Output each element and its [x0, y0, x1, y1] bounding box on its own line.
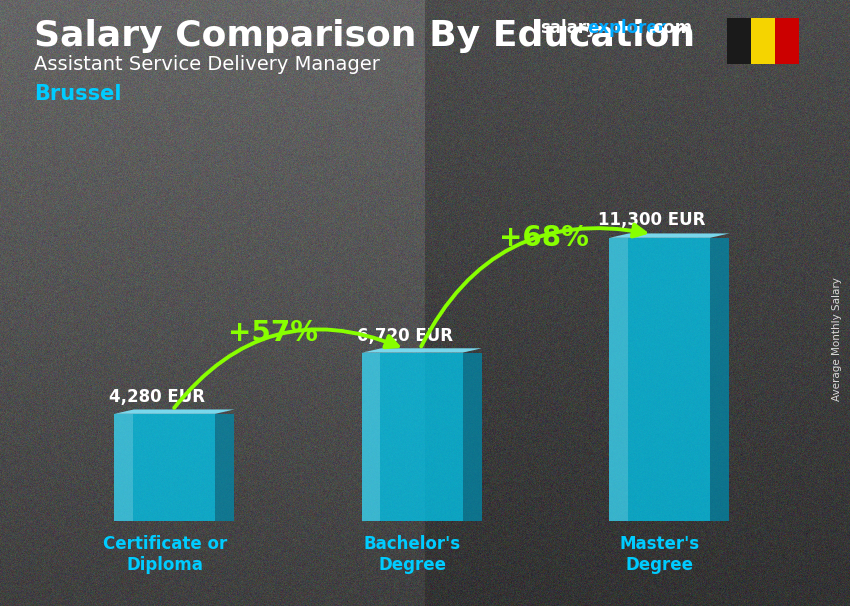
Text: Salary Comparison By Education: Salary Comparison By Education — [34, 19, 695, 53]
Polygon shape — [215, 414, 235, 521]
Bar — [751, 18, 775, 64]
Text: Average Monthly Salary: Average Monthly Salary — [832, 278, 842, 401]
Polygon shape — [462, 353, 482, 521]
Polygon shape — [710, 238, 729, 521]
Text: +57%: +57% — [228, 319, 318, 347]
Text: +68%: +68% — [499, 224, 589, 251]
Bar — [609, 238, 710, 521]
Bar — [115, 414, 215, 521]
Polygon shape — [115, 410, 235, 414]
Bar — [362, 353, 462, 521]
Polygon shape — [362, 348, 482, 353]
Bar — [727, 18, 751, 64]
Bar — [362, 353, 380, 521]
Text: 11,300 EUR: 11,300 EUR — [598, 211, 706, 229]
Text: salary: salary — [540, 19, 597, 38]
Text: Assistant Service Delivery Manager: Assistant Service Delivery Manager — [34, 55, 380, 73]
Bar — [609, 238, 627, 521]
Polygon shape — [609, 233, 729, 238]
Bar — [775, 18, 799, 64]
Text: 6,720 EUR: 6,720 EUR — [356, 327, 452, 345]
Text: .com: .com — [648, 19, 693, 38]
Text: explorer: explorer — [587, 19, 666, 38]
Text: Brussel: Brussel — [34, 84, 122, 104]
Text: 4,280 EUR: 4,280 EUR — [109, 388, 205, 406]
Bar — [115, 414, 133, 521]
